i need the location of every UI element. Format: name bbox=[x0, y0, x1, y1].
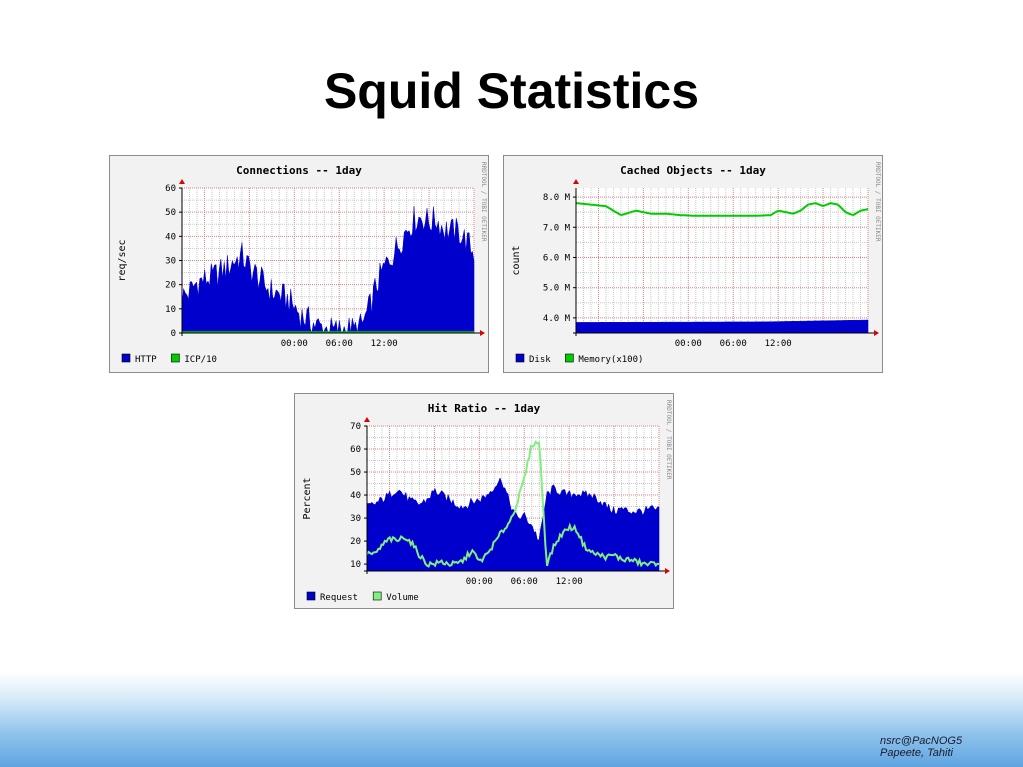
x-tick-label: 00:00 bbox=[281, 339, 308, 349]
hit-ratio-graph: Hit Ratio -- 1day Percent RRDTOOL / TOBI O… bbox=[294, 393, 674, 609]
legend-swatch bbox=[306, 591, 316, 601]
footer-caption: nsrc@PacNOG5 Papeete, Tahiti bbox=[880, 735, 962, 759]
legend-swatch bbox=[171, 353, 180, 363]
y-tick-label: 20 bbox=[350, 537, 361, 547]
y-tick-label: 30 bbox=[165, 257, 176, 267]
y-axis-arrow bbox=[179, 179, 185, 184]
x-tick-label: 00:00 bbox=[466, 577, 493, 587]
chart-title: Cached Objects -- 1day bbox=[620, 164, 766, 177]
y-tick-label: 70 bbox=[350, 422, 361, 432]
watermark: RRDTOOL / TOBI OETIKER bbox=[665, 400, 672, 480]
y-tick-label: 0 bbox=[171, 329, 176, 339]
legend-label: Volume bbox=[386, 593, 419, 603]
x-tick-label: 00:00 bbox=[675, 339, 702, 349]
y-tick-label: 10 bbox=[165, 305, 176, 315]
legend-label: Request bbox=[320, 593, 358, 603]
grid bbox=[575, 188, 869, 334]
series-line bbox=[366, 440, 660, 568]
y-tick-label: 50 bbox=[350, 468, 361, 478]
watermark: RRDTOOL / TOBI OETIKER bbox=[874, 162, 881, 242]
y-tick-label: 30 bbox=[350, 514, 361, 524]
legend-swatch bbox=[515, 353, 525, 363]
legend-swatch bbox=[565, 353, 574, 363]
y-tick-label: 40 bbox=[165, 232, 176, 242]
y-tick-label: 50 bbox=[165, 208, 176, 218]
series-line bbox=[575, 202, 869, 217]
x-tick-label: 12:00 bbox=[765, 339, 792, 349]
chart-title: Hit Ratio -- 1day bbox=[428, 402, 541, 415]
legend-swatch bbox=[121, 353, 131, 363]
legend-label: Disk bbox=[529, 355, 551, 365]
y-tick-label: 5.0 M bbox=[543, 284, 571, 294]
plot-area bbox=[576, 188, 868, 333]
footer-line-2: Papeete, Tahiti bbox=[880, 747, 953, 759]
x-tick-label: 06:00 bbox=[326, 339, 353, 349]
watermark: RRDTOOL / TOBI OETIKER bbox=[480, 162, 487, 242]
y-tick-label: 8.0 M bbox=[543, 193, 571, 203]
x-tick-label: 12:00 bbox=[556, 577, 583, 587]
chart-svg: Hit Ratio -- 1day Percent RRDTOOL / TOBI O… bbox=[302, 400, 672, 603]
connections-graph: Connections -- 1day req/sec RRDTOOL / TOBI… bbox=[109, 155, 489, 373]
y-tick-label: 40 bbox=[350, 491, 361, 501]
chart-svg: Connections -- 1day req/sec RRDTOOL / TOBI… bbox=[117, 162, 487, 365]
slide-title: Squid Statistics bbox=[323, 63, 700, 119]
y-axis-arrow bbox=[573, 179, 579, 184]
footer-band bbox=[0, 672, 1023, 767]
legend-label: ICP/10 bbox=[184, 355, 217, 365]
x-axis-arrow bbox=[874, 330, 879, 336]
y-axis-label: count bbox=[511, 245, 522, 275]
y-tick-label: 7.0 M bbox=[543, 223, 571, 233]
footer-line-1: nsrc@PacNOG5 bbox=[880, 735, 963, 747]
legend-label: Memory(x100) bbox=[578, 355, 643, 365]
y-tick-label: 20 bbox=[165, 281, 176, 291]
x-axis-arrow bbox=[480, 330, 485, 336]
y-tick-label: 60 bbox=[350, 445, 361, 455]
y-axis-label: Percent bbox=[302, 477, 313, 519]
y-tick-label: 60 bbox=[165, 184, 176, 194]
y-axis-label: req/sec bbox=[117, 239, 128, 281]
y-tick-label: 4.0 M bbox=[543, 314, 571, 324]
y-tick-label: 6.0 M bbox=[543, 253, 571, 263]
legend-label: HTTP bbox=[135, 355, 157, 365]
y-axis-arrow bbox=[364, 417, 370, 422]
x-tick-label: 06:00 bbox=[511, 577, 538, 587]
chart-title: Connections -- 1day bbox=[236, 164, 362, 177]
cached-objects-graph: Cached Objects -- 1day count RRDTOOL / TOB… bbox=[503, 155, 883, 373]
x-tick-label: 06:00 bbox=[720, 339, 747, 349]
chart-svg: Cached Objects -- 1day count RRDTOOL / TOB… bbox=[511, 162, 881, 365]
series-area bbox=[575, 319, 869, 334]
legend-swatch bbox=[372, 591, 382, 601]
x-tick-label: 12:00 bbox=[371, 339, 398, 349]
x-axis-arrow bbox=[665, 568, 670, 574]
y-tick-label: 10 bbox=[350, 560, 361, 570]
